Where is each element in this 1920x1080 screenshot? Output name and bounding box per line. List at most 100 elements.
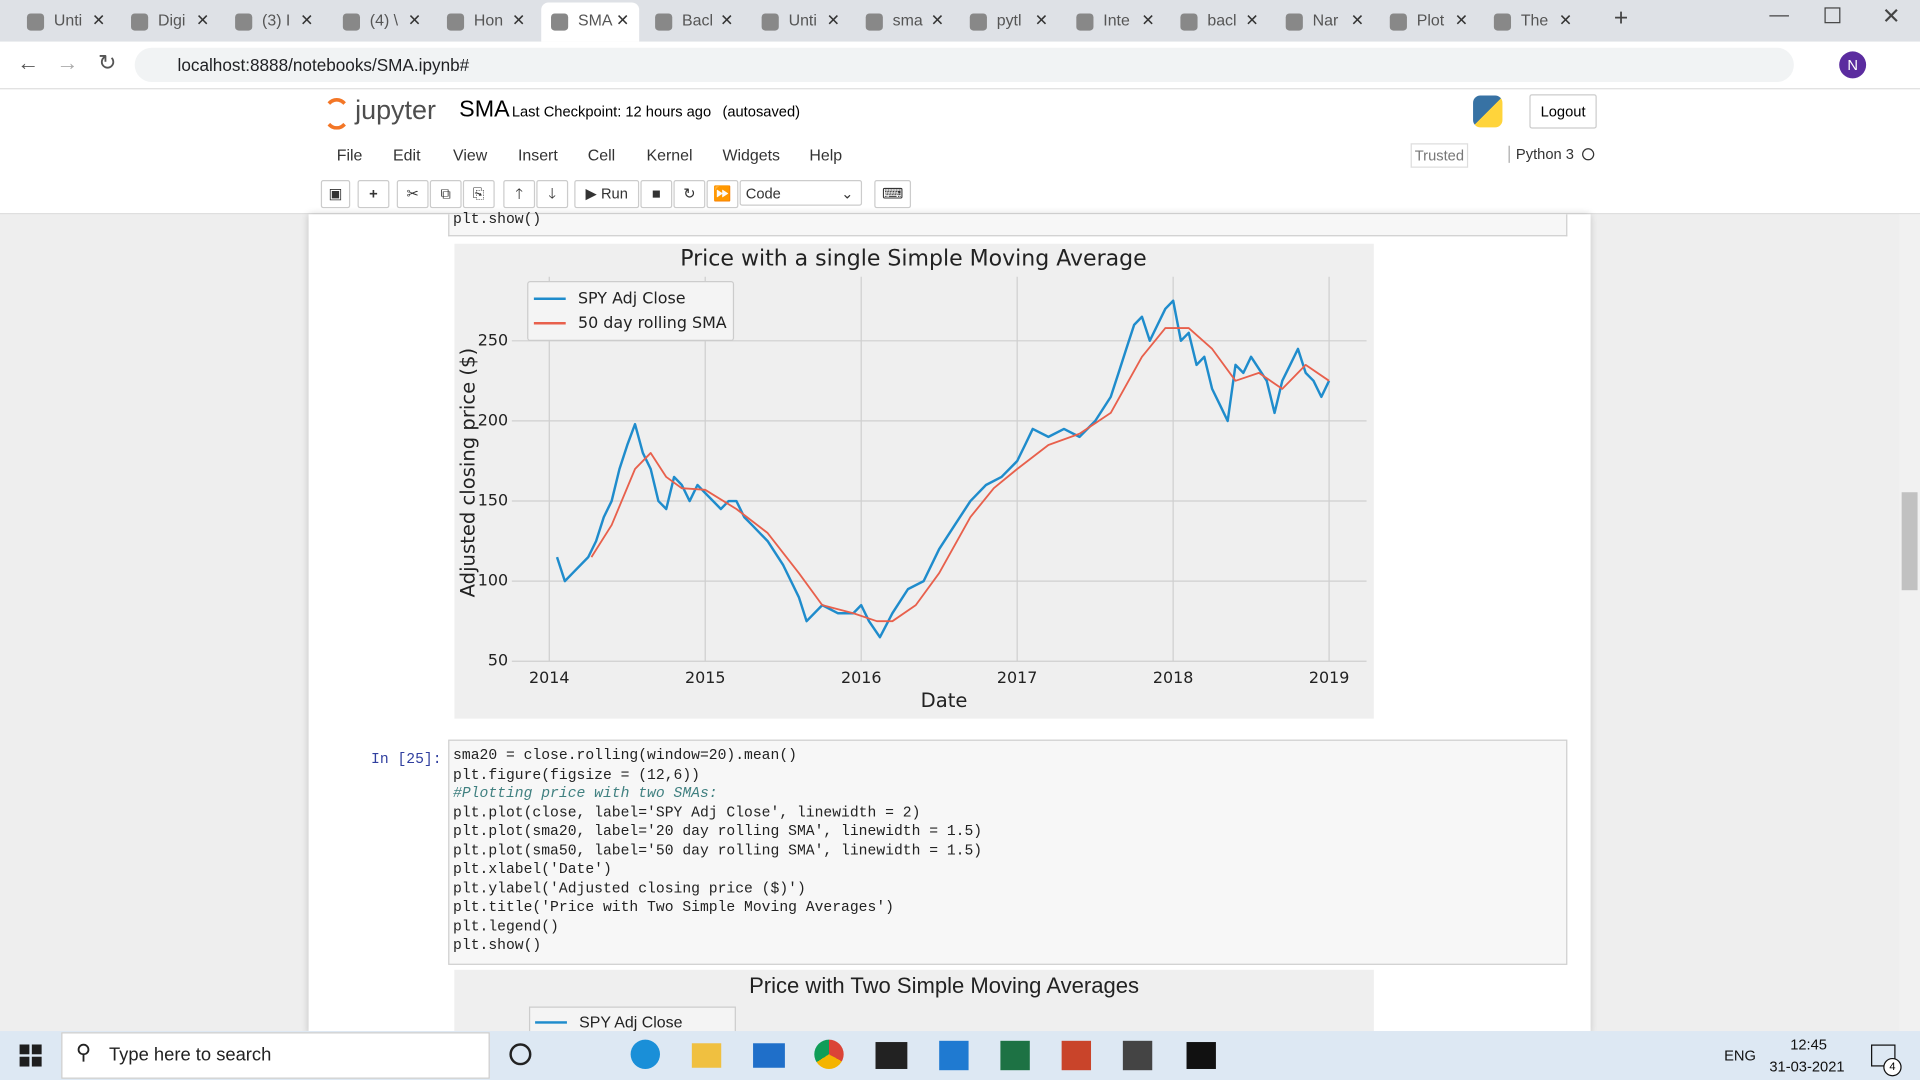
- notification-icon[interactable]: [1871, 1044, 1896, 1067]
- tab-close[interactable]: ✕: [1034, 11, 1049, 30]
- tab-favicon: [26, 13, 45, 31]
- forward[interactable]: →: [56, 50, 79, 75]
- app-m[interactable]: [1186, 1042, 1216, 1069]
- app-excel[interactable]: [1000, 1040, 1030, 1071]
- app-mail[interactable]: [753, 1043, 785, 1068]
- menu-item[interactable]: Widgets: [722, 145, 780, 165]
- prompt: In [25]:: [371, 750, 442, 768]
- menu-item[interactable]: Cell: [587, 145, 616, 165]
- kernel[interactable]: Python 3: [1508, 145, 1574, 163]
- tab-close[interactable]: ✕: [300, 11, 314, 30]
- cut-btn[interactable]: ✂: [396, 180, 429, 209]
- stop-btn[interactable]: ■: [640, 180, 673, 209]
- tab-close[interactable]: ✕: [511, 11, 526, 30]
- legend-label: 50 day rolling SMA: [578, 313, 727, 332]
- tab[interactable]: (3) I ✕: [225, 7, 323, 36]
- tab-close[interactable]: ✕: [407, 11, 422, 30]
- tab-close[interactable]: ✕: [196, 11, 210, 30]
- tab-favicon: [969, 13, 987, 31]
- tab-close[interactable]: ✕: [616, 11, 630, 30]
- language[interactable]: ENG: [1724, 1046, 1756, 1065]
- app-vscode[interactable]: [939, 1040, 969, 1071]
- jupyter-header: [0, 89, 1920, 215]
- save-btn[interactable]: ▣: [320, 180, 351, 209]
- restart-run-btn[interactable]: ⏩: [706, 180, 739, 209]
- code-line: plt.plot(close, label='SPY Adj Close', l…: [453, 803, 921, 822]
- tab[interactable]: Bacl ✕: [645, 7, 743, 36]
- profile[interactable]: N: [1839, 51, 1867, 79]
- tab-close[interactable]: ✕: [1141, 11, 1155, 30]
- tab-close[interactable]: ✕: [91, 11, 106, 30]
- app-terminal[interactable]: [875, 1042, 908, 1069]
- x-tick-label: 2018: [1153, 668, 1193, 687]
- tab[interactable]: Unti ✕: [17, 7, 115, 36]
- up-btn[interactable]: 🡑: [503, 180, 536, 209]
- jupyter-logo[interactable]: jupyter: [355, 94, 436, 125]
- new-tab[interactable]: +: [1613, 4, 1629, 32]
- tab[interactable]: Nar ✕: [1276, 7, 1374, 36]
- code: sma20 = close.rolling(window=20).mean() p…: [453, 747, 982, 956]
- search-box[interactable]: [61, 1032, 490, 1079]
- start-button[interactable]: [19, 1044, 42, 1067]
- tab[interactable]: Hon ✕: [437, 7, 535, 36]
- tab[interactable]: bacl ✕: [1171, 7, 1269, 36]
- keyboard-btn[interactable]: ⌨: [874, 180, 912, 209]
- paste-btn[interactable]: ⎘: [462, 180, 495, 209]
- omnibox[interactable]: [134, 47, 1794, 83]
- minimize[interactable]: —: [1769, 4, 1789, 26]
- tab-close[interactable]: ✕: [1350, 11, 1365, 30]
- legend-box: [527, 281, 735, 342]
- clock-date[interactable]: 31-03-2021: [1769, 1057, 1845, 1076]
- tab-favicon: [1493, 13, 1512, 31]
- tab-close[interactable]: ✕: [930, 11, 945, 30]
- close-window[interactable]: ✕: [1882, 3, 1901, 29]
- run-btn[interactable]: ▶ Run: [574, 180, 640, 209]
- notebook-name[interactable]: SMA: [459, 96, 510, 123]
- restore[interactable]: [1824, 7, 1841, 24]
- tab-label: (3) I: [262, 11, 291, 30]
- scroll-thumb[interactable]: [1901, 492, 1918, 591]
- down-btn[interactable]: 🡓: [536, 180, 569, 209]
- menu-item[interactable]: File: [336, 145, 363, 165]
- tab-close[interactable]: ✕: [1558, 11, 1573, 30]
- jupyter-icon: [323, 97, 351, 130]
- tab[interactable]: Unti ✕: [752, 7, 850, 36]
- back[interactable]: ←: [17, 50, 40, 75]
- copy-btn[interactable]: ⧉: [429, 180, 462, 209]
- tab[interactable]: Plot ✕: [1380, 7, 1478, 36]
- app-powerpoint[interactable]: [1061, 1040, 1092, 1071]
- menu-item[interactable]: Insert: [517, 145, 558, 165]
- cell-input[interactable]: [448, 739, 1568, 965]
- tab[interactable]: SMA ✕: [541, 2, 640, 42]
- tab-close[interactable]: ✕: [720, 11, 734, 30]
- insert-btn[interactable]: +: [357, 180, 390, 209]
- reload[interactable]: ↻: [97, 50, 117, 75]
- restart-btn[interactable]: ↻: [673, 180, 706, 209]
- tab[interactable]: Digi ✕: [121, 7, 219, 36]
- tab-close[interactable]: ✕: [826, 11, 841, 30]
- menu-item[interactable]: Kernel: [646, 145, 693, 165]
- app-chrome[interactable]: [814, 1039, 844, 1069]
- tab[interactable]: (4) \ ✕: [333, 7, 431, 36]
- menu-item[interactable]: Help: [809, 145, 843, 165]
- cortana[interactable]: [509, 1043, 532, 1066]
- cell-type-select[interactable]: Code ⌄: [739, 180, 863, 206]
- menu-item[interactable]: Edit: [393, 145, 421, 165]
- app-edge[interactable]: [630, 1039, 661, 1069]
- app-explorer[interactable]: [691, 1043, 722, 1068]
- tab[interactable]: sma ✕: [856, 7, 954, 36]
- app-other[interactable]: [1122, 1040, 1153, 1071]
- tab[interactable]: The ✕: [1484, 7, 1582, 36]
- trusted[interactable]: Trusted: [1410, 143, 1469, 168]
- menu-item[interactable]: View: [453, 145, 488, 165]
- tab-strip: [0, 0, 1920, 42]
- tab-close[interactable]: ✕: [1245, 11, 1259, 30]
- tab-favicon: [1389, 13, 1407, 31]
- tab-close[interactable]: ✕: [1454, 11, 1469, 30]
- clock-time[interactable]: 12:45: [1790, 1035, 1827, 1054]
- tab[interactable]: pytl ✕: [960, 7, 1058, 36]
- tab-favicon: [551, 13, 569, 31]
- logout[interactable]: Logout: [1529, 94, 1597, 129]
- tab[interactable]: Inte ✕: [1067, 7, 1165, 36]
